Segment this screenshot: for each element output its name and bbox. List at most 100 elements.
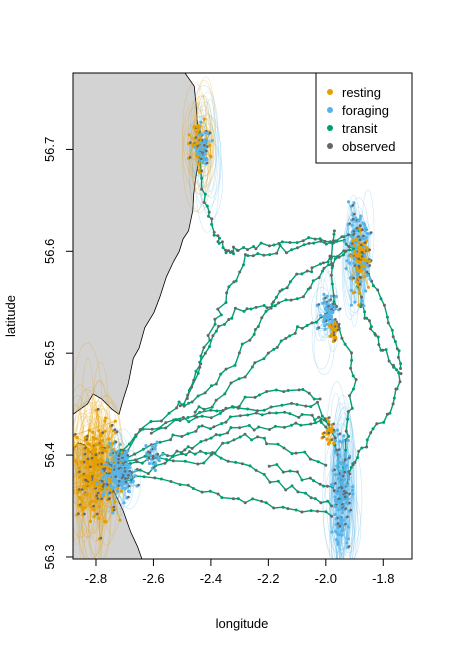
- transit-point: [299, 423, 303, 427]
- transit-point: [141, 447, 145, 451]
- foraging-point: [197, 133, 201, 137]
- foraging-point: [346, 537, 350, 541]
- observed-point: [260, 499, 263, 503]
- transit-point: [290, 452, 294, 456]
- observed-point: [230, 250, 234, 254]
- resting-point: [332, 441, 336, 445]
- observed-point: [325, 484, 329, 488]
- observed-point: [166, 454, 169, 458]
- transit-point: [251, 497, 255, 501]
- observed-point: [189, 141, 192, 144]
- transit-point: [177, 400, 181, 404]
- foraging-point: [343, 451, 347, 455]
- foraging-point: [354, 216, 358, 220]
- transit-point: [376, 335, 380, 339]
- resting-point: [86, 447, 90, 451]
- transit-point: [272, 243, 276, 247]
- observed-point: [198, 449, 202, 453]
- transit-point: [326, 499, 330, 503]
- foraging-point: [333, 473, 337, 477]
- observed-point: [231, 497, 235, 501]
- observed-point: [338, 307, 342, 311]
- observed-point: [138, 428, 142, 432]
- observed-point: [269, 405, 273, 409]
- observed-point: [200, 169, 204, 173]
- observed-point: [347, 245, 351, 248]
- foraging-point: [364, 226, 368, 230]
- transit-point: [347, 434, 351, 438]
- transit-point: [232, 405, 236, 409]
- foraging-point: [112, 458, 117, 462]
- observed-point: [252, 428, 256, 432]
- observed-point: [86, 434, 89, 438]
- foraging-point: [121, 459, 125, 463]
- observed-point: [295, 470, 299, 474]
- resting-point: [90, 461, 94, 465]
- x-tick-label: -2.8: [85, 571, 107, 586]
- transit-point: [356, 456, 360, 459]
- resting-point: [361, 257, 366, 261]
- foraging-point: [325, 322, 329, 326]
- resting-point: [77, 475, 82, 479]
- transit-point: [186, 445, 190, 449]
- x-tick-label: -2.6: [142, 571, 164, 586]
- observed-point: [96, 407, 100, 411]
- observed-point: [256, 409, 259, 413]
- foraging-point: [353, 300, 357, 304]
- resting-point: [86, 450, 90, 454]
- transit-point: [140, 461, 144, 465]
- observed-point: [375, 422, 379, 426]
- x-axis-title: longitude: [216, 616, 269, 631]
- transit-point: [392, 396, 396, 400]
- transit-point: [304, 491, 308, 495]
- observed-point: [226, 459, 230, 463]
- observed-point: [289, 298, 293, 302]
- transit-point: [311, 279, 315, 283]
- resting-point: [195, 125, 199, 129]
- foraging-point: [116, 449, 120, 453]
- observed-point: [332, 422, 335, 426]
- transit-point: [247, 424, 251, 427]
- uncertainty-ellipse: [191, 114, 222, 208]
- resting-point: [91, 430, 95, 434]
- observed-point: [348, 472, 352, 476]
- resting-point: [99, 434, 103, 438]
- foraging-point: [111, 449, 115, 453]
- observed-point: [333, 436, 337, 440]
- observed-point: [208, 131, 212, 135]
- foraging-point: [336, 428, 340, 432]
- transit-point: [234, 279, 238, 283]
- foraging-point: [127, 490, 131, 494]
- observed-point: [94, 453, 98, 457]
- observed-point: [323, 431, 326, 435]
- transit-point: [268, 253, 272, 257]
- transit-point: [219, 456, 223, 460]
- foraging-point: [352, 261, 356, 265]
- observed-point: [284, 488, 288, 492]
- observed-point: [253, 395, 257, 399]
- foraging-point: [337, 515, 342, 519]
- transit-point: [243, 395, 247, 399]
- foraging-point: [336, 477, 340, 481]
- foraging-point: [153, 468, 157, 472]
- resting-point: [81, 508, 85, 512]
- observed-point: [190, 400, 194, 404]
- resting-point: [99, 489, 103, 493]
- resting-point: [198, 124, 202, 129]
- observed-point: [290, 401, 294, 405]
- transit-point: [210, 384, 213, 388]
- foraging-point: [124, 462, 129, 466]
- transit-point: [262, 408, 266, 412]
- observed-point: [297, 388, 301, 392]
- observed-point: [96, 512, 99, 516]
- resting-point: [104, 416, 108, 420]
- transit-point: [365, 438, 369, 442]
- foraging-point: [330, 530, 334, 534]
- observed-point: [229, 381, 233, 385]
- observed-point: [398, 380, 402, 384]
- foraging-point: [324, 307, 328, 311]
- transit-point: [331, 242, 334, 245]
- foraging-point: [123, 486, 127, 491]
- observed-point: [164, 426, 168, 430]
- resting-point: [362, 275, 367, 279]
